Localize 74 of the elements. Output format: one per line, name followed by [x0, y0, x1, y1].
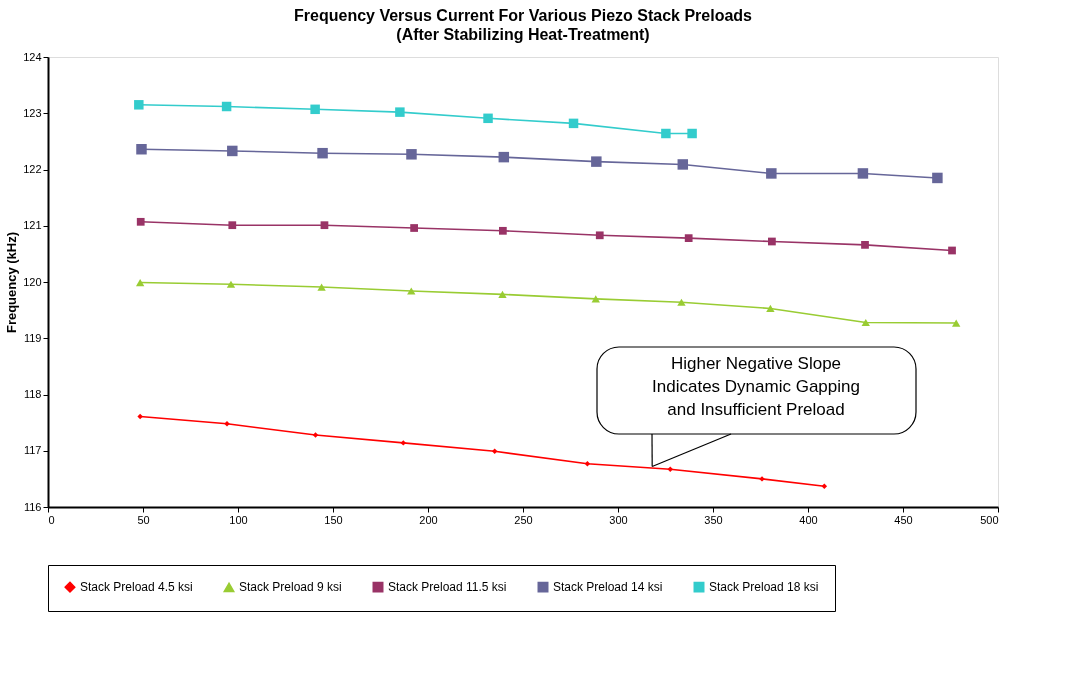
point	[684, 234, 693, 242]
point	[677, 159, 689, 170]
point	[135, 278, 145, 287]
y-tick-label: 124	[23, 50, 42, 63]
point	[317, 147, 328, 159]
point	[932, 172, 943, 184]
legend-label: Stack Preload 14 ksi	[553, 580, 663, 595]
point	[134, 100, 144, 110]
point	[136, 144, 147, 155]
point	[226, 280, 236, 288]
point	[952, 319, 961, 327]
x-tick-label: 100	[229, 513, 248, 526]
point	[400, 440, 407, 446]
point	[498, 290, 507, 298]
point	[406, 149, 417, 160]
x-tick-label: 450	[894, 513, 913, 526]
point	[861, 318, 870, 327]
x-tick-label: 200	[419, 513, 438, 526]
y-tick-label: 116	[23, 500, 42, 513]
chart-subtitle: (After Stabilizing Heat-Treatment)	[396, 26, 650, 43]
chart-title: Frequency Versus Current For Various Piezo Stack Preloads	[294, 7, 753, 24]
x-tick-label: 500	[980, 513, 999, 526]
point	[498, 226, 507, 235]
x-tick-label: 400	[799, 513, 818, 526]
annotation: Higher Negative Slope Indicates Dynamic Gapping and Insufficient Preload	[652, 354, 860, 419]
legend-label: Stack Preload 4.5 ksi	[80, 580, 193, 595]
point	[312, 432, 319, 438]
point	[861, 241, 869, 249]
point	[857, 168, 869, 179]
x-tick-label: 150	[324, 513, 343, 526]
point	[687, 128, 697, 139]
y-tick-label: 122	[23, 163, 42, 175]
point	[310, 104, 320, 115]
point	[221, 101, 232, 112]
point	[498, 151, 510, 163]
x-tick-label: 350	[704, 513, 723, 526]
y-tick-label: 119	[23, 331, 42, 344]
point	[584, 460, 591, 467]
legend-label: Stack Preload 18 ksi	[709, 580, 819, 595]
point	[766, 168, 777, 179]
legend-label: Stack Preload 11.5 ksi	[388, 580, 507, 595]
point	[136, 217, 145, 226]
point	[677, 298, 686, 306]
point	[491, 448, 498, 455]
x-tick-label: 50	[137, 513, 150, 526]
point	[821, 483, 828, 489]
point	[591, 156, 602, 167]
legend-label: Stack Preload 9 ksi	[239, 580, 342, 595]
point	[395, 107, 405, 117]
point	[224, 421, 230, 427]
point	[137, 413, 143, 420]
y-tick-label: 123	[23, 106, 42, 119]
point	[768, 237, 776, 246]
point	[317, 283, 326, 291]
x-tick-label: 0	[48, 513, 55, 526]
y-tick-label: 117	[23, 444, 42, 457]
point	[766, 304, 775, 313]
point	[228, 221, 237, 230]
point	[483, 113, 493, 124]
x-tick-label: 300	[609, 513, 628, 526]
point	[595, 231, 604, 240]
point	[227, 145, 238, 157]
point	[407, 287, 416, 295]
y-tick-label: 120	[23, 275, 42, 288]
x-tick-label: 250	[514, 513, 533, 526]
point	[948, 246, 956, 255]
y-tick-label: 121	[23, 219, 42, 232]
point	[410, 224, 418, 232]
point	[568, 118, 579, 129]
point	[320, 221, 329, 230]
y-axis-title: Frequency (kHz)	[4, 231, 20, 334]
point	[661, 128, 671, 139]
y-tick-label: 118	[23, 388, 42, 400]
point	[667, 466, 673, 473]
